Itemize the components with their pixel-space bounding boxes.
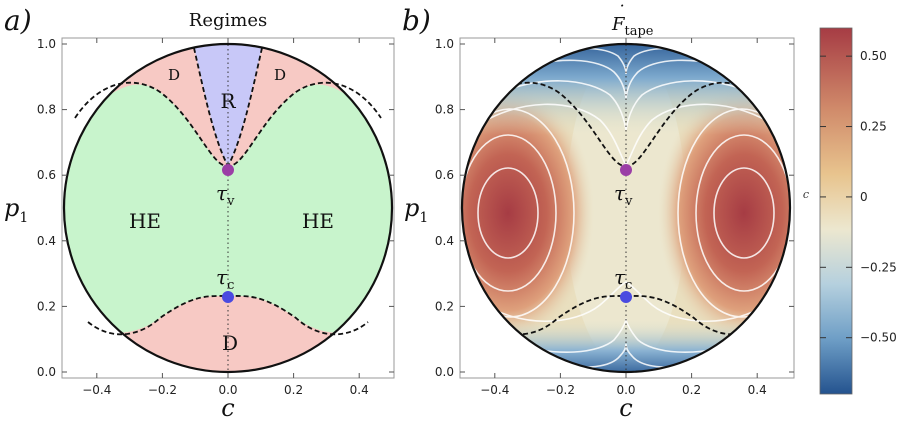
region-he-left-label: HE	[129, 209, 161, 233]
ytick-label: 0.2	[435, 299, 454, 313]
panel-a-disk	[62, 42, 394, 374]
svg-text:Ftape: Ftape	[611, 14, 654, 39]
ytick-label: 0.2	[37, 299, 56, 313]
label-b-tau-v: τv	[614, 181, 633, 209]
ytick-label: 0.0	[37, 365, 56, 379]
heatmap-bottom-cold	[462, 320, 790, 372]
region-d-bottom-label: D	[222, 331, 238, 355]
svg-text:p1: p1	[4, 194, 28, 226]
region-he-right-label: HE	[302, 209, 334, 233]
title-dot-accent: ˙	[616, 2, 625, 23]
panel-b-ylabel: p1	[404, 194, 428, 226]
ytick-label: 0.4	[37, 234, 56, 248]
svg-text:τv: τv	[614, 181, 633, 209]
xtick-label: −0.2	[148, 383, 177, 397]
panel-a: a) Regimes HE HE R D D D	[4, 4, 395, 422]
region-d-top-right-label: D	[274, 66, 286, 84]
ytick-label: 0.8	[37, 103, 56, 117]
xtick-label: 0.4	[748, 383, 767, 397]
label-b-tau-c: τc	[614, 265, 632, 293]
region-r-label: R	[220, 89, 236, 113]
xtick-label: −0.4	[480, 383, 509, 397]
colorbar-tick-label: −0.50	[860, 331, 897, 345]
point-tau-v	[222, 164, 234, 176]
panel-a-title: Regimes	[189, 10, 267, 31]
region-d-top-left-label: D	[168, 66, 180, 84]
panel-a-xlabel: c	[221, 394, 234, 422]
label-tau-c: τc	[216, 265, 234, 293]
svg-text:τc: τc	[216, 265, 234, 293]
panel-b-title: Ftape ˙	[611, 2, 654, 39]
panel-b-ticks: −0.4 −0.2 0.0 0.2 0.4 0.0 0.2 0.4 0.6 0.8 1.0	[435, 37, 794, 397]
boundary-r-left	[193, 47, 229, 167]
region-r	[192, 44, 264, 166]
panel-a-label: a)	[4, 4, 32, 37]
panel-b: b) Ftape ˙	[402, 2, 795, 422]
region-he	[64, 84, 392, 333]
xtick-label: 0.4	[350, 383, 369, 397]
ytick-label: 0.6	[37, 168, 56, 182]
panel-b-label: b)	[402, 4, 431, 37]
colorbar-label: c	[803, 188, 809, 201]
ytick-label: 0.6	[435, 168, 454, 182]
colorbar: c 0.50 0.25 0 −0.25 −0.50	[803, 27, 897, 395]
colorbar-gradient	[819, 27, 853, 395]
xtick-label: −0.4	[82, 383, 111, 397]
point-tau-c	[222, 291, 234, 303]
ytick-label: 0.4	[435, 234, 454, 248]
point-b-tau-v	[620, 164, 632, 176]
colorbar-tick-label: 0.50	[860, 49, 887, 63]
panel-b-xlabel: c	[619, 394, 632, 422]
xtick-label: 0.0	[616, 383, 635, 397]
xtick-label: 0.2	[682, 383, 701, 397]
panel-a-ylabel: p1	[4, 194, 28, 226]
xtick-label: 0.2	[284, 383, 303, 397]
svg-text:p1: p1	[404, 194, 428, 226]
colorbar-tick-label: −0.25	[860, 260, 897, 274]
ytick-label: 1.0	[435, 37, 454, 51]
panel-b-disk	[460, 42, 792, 374]
point-b-tau-c	[620, 291, 632, 303]
panel-b-frame	[459, 37, 795, 379]
ytick-label: 0.8	[435, 103, 454, 117]
boundary-r-right	[227, 47, 263, 167]
colorbar-ticks: 0.50 0.25 0 −0.25 −0.50	[820, 49, 897, 345]
xtick-label: 0.0	[218, 383, 237, 397]
colorbar-tick-label: 0	[860, 190, 868, 204]
svg-text:τv: τv	[216, 181, 235, 209]
ytick-label: 0.0	[435, 365, 454, 379]
panel-a-ticks: −0.4 −0.2 0.0 0.2 0.4 0.0 0.2 0.4 0.6 0.8 1.0	[37, 37, 394, 397]
label-tau-v: τv	[216, 181, 235, 209]
xtick-label: −0.2	[546, 383, 575, 397]
ytick-label: 1.0	[37, 37, 56, 51]
svg-text:τc: τc	[614, 265, 632, 293]
colorbar-tick-label: 0.25	[860, 120, 887, 134]
